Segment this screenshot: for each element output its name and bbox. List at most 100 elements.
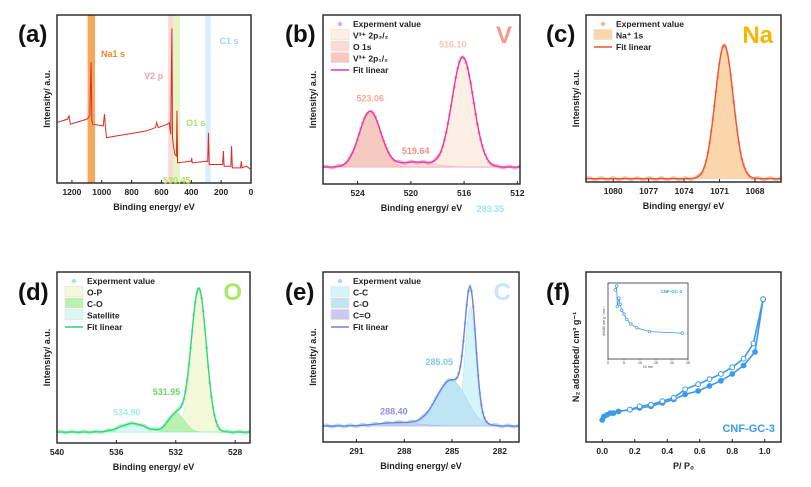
legend-label: Fit linear xyxy=(87,322,123,332)
adsorption-point xyxy=(706,383,713,389)
legend-label: C-O xyxy=(353,299,369,309)
peak-label: 530.45 xyxy=(163,175,191,185)
sample-label: CNF-GC-3 xyxy=(722,423,775,435)
x-tick-label: 0.6 xyxy=(694,446,706,456)
adsorption-point xyxy=(682,391,689,398)
adsorption-point xyxy=(717,377,724,384)
inset-point xyxy=(625,317,629,322)
plot-area xyxy=(586,43,781,182)
adsorption-point xyxy=(695,388,702,394)
x-tick-label: 0.8 xyxy=(726,446,738,456)
legend-label: Fit linear xyxy=(353,322,389,332)
x-tick-label: 540 xyxy=(50,447,64,457)
inset-tick-label: 10 xyxy=(638,361,642,365)
x-tick-label: 1074 xyxy=(675,186,694,196)
peak-component-0 xyxy=(586,44,781,179)
adsorption-point xyxy=(610,410,617,417)
axes-frame xyxy=(322,271,520,443)
x-axis-label: Binding energy/ eV xyxy=(113,462,195,472)
axes-frame xyxy=(585,271,782,443)
survey-spectrum-line xyxy=(57,28,251,170)
panel-label: (a) xyxy=(18,21,47,48)
panel-b: 516.10 519.64 523.06 V Experment value V³⁺ 2p… xyxy=(285,14,525,213)
panel-label: (f) xyxy=(546,279,570,306)
x-tick-label: 200 xyxy=(214,187,228,197)
inset-point xyxy=(614,284,619,288)
desorption-point xyxy=(706,376,713,383)
x-tick-label: 1071 xyxy=(710,186,729,196)
desorption-point xyxy=(760,296,767,303)
panel-e: 283.35 285.05 288.40 C Experment value C-CC-O… xyxy=(285,204,520,471)
fit-line xyxy=(57,287,250,433)
peak-label: 534.90 xyxy=(113,408,141,418)
x-tick-label: 0.0 xyxy=(596,446,608,456)
x-tick-label: 512 xyxy=(510,188,524,198)
element-symbol: O xyxy=(223,279,242,306)
desorption-point xyxy=(729,364,736,371)
legend-label: Fit linear xyxy=(353,65,389,75)
desorption-point xyxy=(682,386,689,393)
inset-point xyxy=(680,331,684,335)
inset-frame xyxy=(607,282,689,360)
x-tick-label: 800 xyxy=(125,187,139,197)
axes-frame xyxy=(56,14,252,184)
element-symbol: V xyxy=(496,22,512,49)
desorption-point xyxy=(648,401,654,408)
y-axis-label: Intensity/ a.u. xyxy=(308,328,318,386)
legend-label: C-O xyxy=(87,299,103,309)
legend-rect-swatch xyxy=(330,297,350,309)
x-tick-label: 532 xyxy=(169,447,183,457)
legend-label: Fit linear xyxy=(616,42,652,52)
peak-label: 283.35 xyxy=(477,204,505,214)
legend-rect-swatch xyxy=(330,52,350,63)
inset-tick-label: 25 xyxy=(686,361,690,365)
adsorption-point xyxy=(729,371,736,377)
element-symbol: Na xyxy=(742,22,773,49)
inset-tick-label: 20 xyxy=(670,361,674,365)
band-o1s xyxy=(173,15,181,183)
peak-label: 531.95 xyxy=(153,387,181,397)
legend-rect-swatch xyxy=(330,29,350,40)
x-tick-label: 1080 xyxy=(604,186,623,196)
plot-area xyxy=(57,15,251,183)
legend-dot-swatch xyxy=(337,21,343,27)
x-tick-label: 524 xyxy=(351,188,365,198)
inset-point xyxy=(620,308,624,313)
inset-point xyxy=(635,326,639,330)
plot-area xyxy=(599,296,767,423)
inset-point xyxy=(622,312,626,316)
legend-label: V³⁺ 2p₁/₂ xyxy=(353,54,388,64)
y-axis-label: Intensity/ a.u. xyxy=(42,329,52,387)
inset-point xyxy=(613,288,618,292)
fit-line xyxy=(323,56,520,168)
y-axis-label: Intensity/ a.u. xyxy=(308,71,318,129)
panel-label: (b) xyxy=(285,21,316,48)
plot-area xyxy=(323,55,520,170)
peak-label: 516.10 xyxy=(439,39,467,49)
legend-dot-swatch xyxy=(71,278,77,284)
x-axis-label: Binding energy/ eV xyxy=(381,203,463,213)
peak-label: 288.40 xyxy=(380,407,408,417)
x-tick-label: 1.0 xyxy=(759,446,771,456)
axes-frame xyxy=(322,14,521,185)
desorption-point xyxy=(750,340,757,347)
panel-d: 530.45 531.95 534.90 O Experment value O-PC-O… xyxy=(18,175,251,472)
legend-label: O 1s xyxy=(353,42,372,52)
inset-point xyxy=(618,302,622,306)
axes-frame xyxy=(56,271,251,444)
band-label: Na1 s xyxy=(101,49,125,59)
y-axis-label: Intensity/ a.u. xyxy=(42,70,52,128)
legend-label: C=O xyxy=(353,311,371,321)
desorption-point xyxy=(670,394,677,401)
legend-label: Experment value xyxy=(353,19,421,29)
inset-tick-label: 15 xyxy=(654,361,658,365)
peak-label: 285.05 xyxy=(426,357,454,367)
inset-tick-label: 5 xyxy=(623,361,625,365)
x-axis-label: Binding energy/ eV xyxy=(643,201,725,211)
legend-label: Experment value xyxy=(87,276,155,286)
x-axis-label: Binding energy/ eV xyxy=(113,202,195,212)
x-tick-label: 536 xyxy=(109,447,123,457)
x-tick-label: 285 xyxy=(445,446,459,456)
